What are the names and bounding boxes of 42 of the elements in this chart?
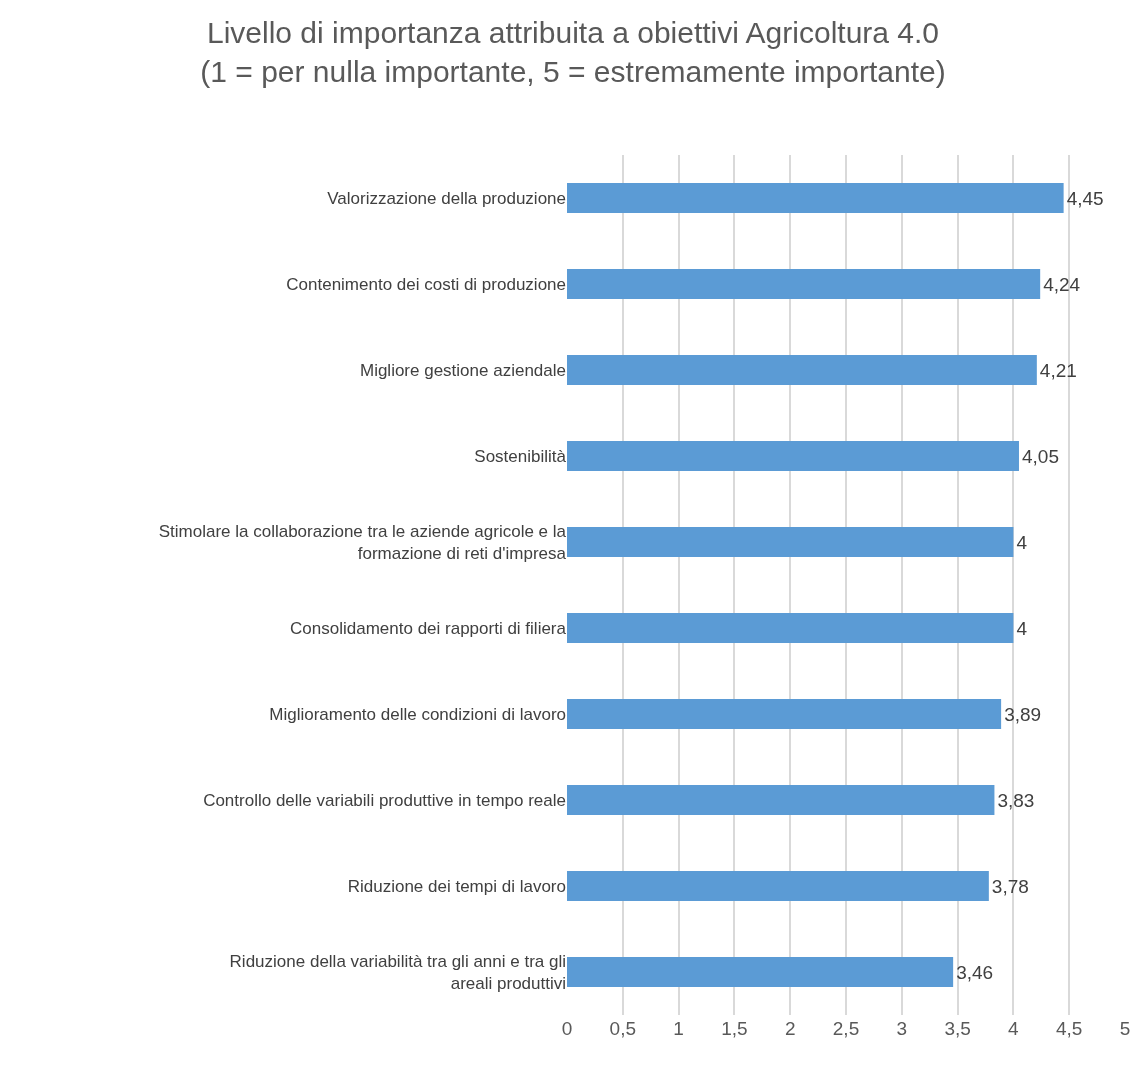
y-tick-label: Riduzione dei tempi di lavoro (347, 876, 566, 896)
x-tick-label: 1,5 (721, 1018, 748, 1039)
y-tick-label: Valorizzazione della produzione (327, 188, 566, 208)
x-tick-label: 2 (784, 1018, 796, 1039)
data-label: 3,89 (1004, 703, 1042, 725)
data-label: 4,24 (1043, 273, 1081, 295)
data-label: 4 (1016, 617, 1028, 639)
bar (567, 956, 954, 988)
x-tick-label: 4,5 (1055, 1018, 1083, 1039)
y-tick-label: Migliore gestione aziendale (359, 360, 566, 380)
y-tick-label: Miglioramento delle condizioni di lavoro (269, 704, 566, 724)
bar (567, 870, 989, 902)
data-label: 4,21 (1039, 359, 1077, 381)
x-tick-label: 0 (561, 1018, 573, 1039)
y-tick-label: Sostenibilità (474, 446, 567, 466)
bar (567, 440, 1019, 472)
data-label: 3,78 (991, 875, 1029, 897)
bar (567, 268, 1041, 300)
bar (567, 354, 1037, 386)
x-tick-label: 1 (673, 1018, 684, 1039)
y-tick-label: Stimolare la collaborazione tra le aziende agricole e la formazione di reti d'impresa (158, 521, 567, 563)
bar (567, 182, 1064, 214)
x-tick-label: 5 (1119, 1018, 1131, 1039)
bar (567, 698, 1002, 730)
y-tick-label: Contenimento dei costi di produzione (286, 274, 566, 294)
y-tick-label: Controllo delle variabili produttive in tempo reale (203, 790, 566, 810)
y-tick-label: Riduzione della variabilità tra gli anni e tra gli areali produttivi (229, 951, 566, 993)
data-label: 3,46 (956, 961, 994, 983)
x-tick-label: 3,5 (944, 1018, 971, 1039)
x-tick-label: 0,5 (609, 1018, 637, 1039)
y-tick-label: Consolidamento dei rapporti di filiera (290, 618, 567, 638)
x-tick-label: 2,5 (832, 1018, 860, 1039)
x-tick-label: 4 (1008, 1018, 1020, 1039)
x-tick-label: 3 (896, 1018, 908, 1039)
chart-title: Livello di importanza attribuita a obiettivi Agricoltura 4.0 (1 = per nulla importante, 5 = estremamente importante) (200, 15, 946, 88)
bar (567, 612, 1014, 644)
bar (567, 784, 995, 816)
data-label: 4,45 (1066, 187, 1104, 209)
bar (567, 526, 1014, 558)
data-label: 3,83 (997, 789, 1035, 811)
data-label: 4 (1016, 531, 1028, 553)
data-label: 4,05 (1021, 445, 1059, 467)
